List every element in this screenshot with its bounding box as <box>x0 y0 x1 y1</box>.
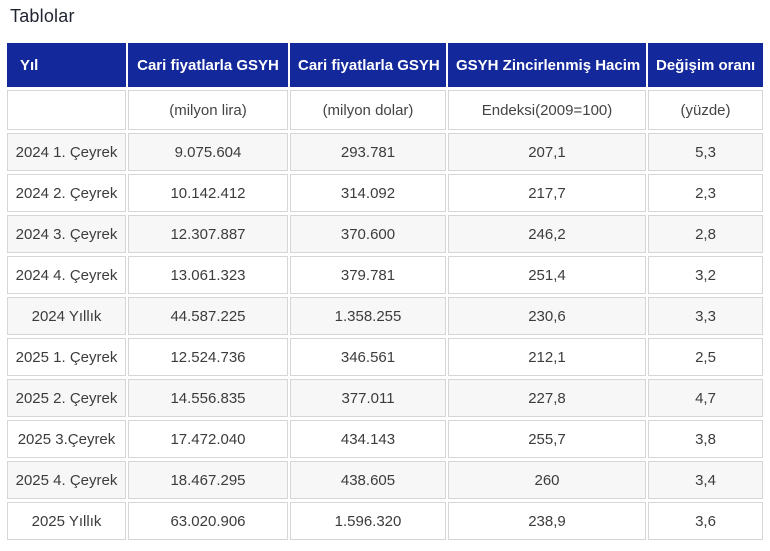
subheader-million-lira: (milyon lira) <box>128 90 288 130</box>
cell-gdp-dollar: 438.605 <box>290 461 446 499</box>
cell-period: 2024 4. Çeyrek <box>7 256 126 294</box>
table-row: 2025 2. Çeyrek 14.556.835 377.011 227,8 … <box>7 379 763 417</box>
cell-change-rate: 2,3 <box>648 174 763 212</box>
cell-gdp-lira: 12.307.887 <box>128 215 288 253</box>
page-title: Tablolar <box>10 6 75 26</box>
cell-volume-index: 230,6 <box>448 297 646 335</box>
column-header-change-rate: Değişim oranı <box>648 43 763 87</box>
cell-period: 2025 4. Çeyrek <box>7 461 126 499</box>
table-row: 2024 2. Çeyrek 10.142.412 314.092 217,7 … <box>7 174 763 212</box>
cell-gdp-dollar: 293.781 <box>290 133 446 171</box>
table-row: 2025 1. Çeyrek 12.524.736 346.561 212,1 … <box>7 338 763 376</box>
cell-change-rate: 2,5 <box>648 338 763 376</box>
cell-gdp-lira: 10.142.412 <box>128 174 288 212</box>
cell-volume-index: 238,9 <box>448 502 646 540</box>
table-row: 2025 3.Çeyrek 17.472.040 434.143 255,7 3… <box>7 420 763 458</box>
cell-gdp-dollar: 314.092 <box>290 174 446 212</box>
subheader-year <box>7 90 126 130</box>
cell-gdp-dollar: 377.011 <box>290 379 446 417</box>
table-header-row: Yıl Cari fiyatlarla GSYH Cari fiyatlarla… <box>7 43 763 87</box>
gdp-table: Yıl Cari fiyatlarla GSYH Cari fiyatlarla… <box>5 40 765 543</box>
table-row: 2024 1. Çeyrek 9.075.604 293.781 207,1 5… <box>7 133 763 171</box>
cell-volume-index: 227,8 <box>448 379 646 417</box>
cell-gdp-lira: 9.075.604 <box>128 133 288 171</box>
cell-change-rate: 3,6 <box>648 502 763 540</box>
table-row: 2024 4. Çeyrek 13.061.323 379.781 251,4 … <box>7 256 763 294</box>
cell-volume-index: 260 <box>448 461 646 499</box>
cell-gdp-lira: 14.556.835 <box>128 379 288 417</box>
cell-change-rate: 3,3 <box>648 297 763 335</box>
cell-change-rate: 5,3 <box>648 133 763 171</box>
cell-gdp-lira: 12.524.736 <box>128 338 288 376</box>
table-row: 2024 3. Çeyrek 12.307.887 370.600 246,2 … <box>7 215 763 253</box>
cell-volume-index: 212,1 <box>448 338 646 376</box>
cell-gdp-lira: 44.587.225 <box>128 297 288 335</box>
cell-volume-index: 255,7 <box>448 420 646 458</box>
cell-volume-index: 246,2 <box>448 215 646 253</box>
cell-period: 2025 3.Çeyrek <box>7 420 126 458</box>
cell-change-rate: 3,4 <box>648 461 763 499</box>
cell-period: 2024 Yıllık <box>7 297 126 335</box>
cell-volume-index: 207,1 <box>448 133 646 171</box>
cell-gdp-lira: 17.472.040 <box>128 420 288 458</box>
cell-period: 2024 2. Çeyrek <box>7 174 126 212</box>
cell-volume-index: 217,7 <box>448 174 646 212</box>
cell-change-rate: 3,8 <box>648 420 763 458</box>
cell-period: 2025 Yıllık <box>7 502 126 540</box>
cell-change-rate: 2,8 <box>648 215 763 253</box>
cell-period: 2024 1. Çeyrek <box>7 133 126 171</box>
cell-gdp-lira: 18.467.295 <box>128 461 288 499</box>
table-row: 2025 Yıllık 63.020.906 1.596.320 238,9 3… <box>7 502 763 540</box>
cell-period: 2024 3. Çeyrek <box>7 215 126 253</box>
cell-change-rate: 4,7 <box>648 379 763 417</box>
table-row: 2024 Yıllık 44.587.225 1.358.255 230,6 3… <box>7 297 763 335</box>
cell-gdp-dollar: 1.358.255 <box>290 297 446 335</box>
cell-volume-index: 251,4 <box>448 256 646 294</box>
column-header-gdp-current-dollar: Cari fiyatlarla GSYH <box>290 43 446 87</box>
cell-gdp-dollar: 1.596.320 <box>290 502 446 540</box>
cell-gdp-dollar: 434.143 <box>290 420 446 458</box>
cell-period: 2025 2. Çeyrek <box>7 379 126 417</box>
subheader-million-dollar: (milyon dolar) <box>290 90 446 130</box>
cell-period: 2025 1. Çeyrek <box>7 338 126 376</box>
table-row: 2025 4. Çeyrek 18.467.295 438.605 260 3,… <box>7 461 763 499</box>
column-header-chained-volume: GSYH Zincirlenmiş Hacim <box>448 43 646 87</box>
table-subheader-row: (milyon lira) (milyon dolar) Endeksi(200… <box>7 90 763 130</box>
subheader-percent: (yüzde) <box>648 90 763 130</box>
cell-gdp-dollar: 370.600 <box>290 215 446 253</box>
subheader-index-2009: Endeksi(2009=100) <box>448 90 646 130</box>
cell-gdp-lira: 13.061.323 <box>128 256 288 294</box>
cell-change-rate: 3,2 <box>648 256 763 294</box>
column-header-gdp-current-lira: Cari fiyatlarla GSYH <box>128 43 288 87</box>
cell-gdp-dollar: 379.781 <box>290 256 446 294</box>
cell-gdp-dollar: 346.561 <box>290 338 446 376</box>
cell-gdp-lira: 63.020.906 <box>128 502 288 540</box>
column-header-year: Yıl <box>7 43 126 87</box>
